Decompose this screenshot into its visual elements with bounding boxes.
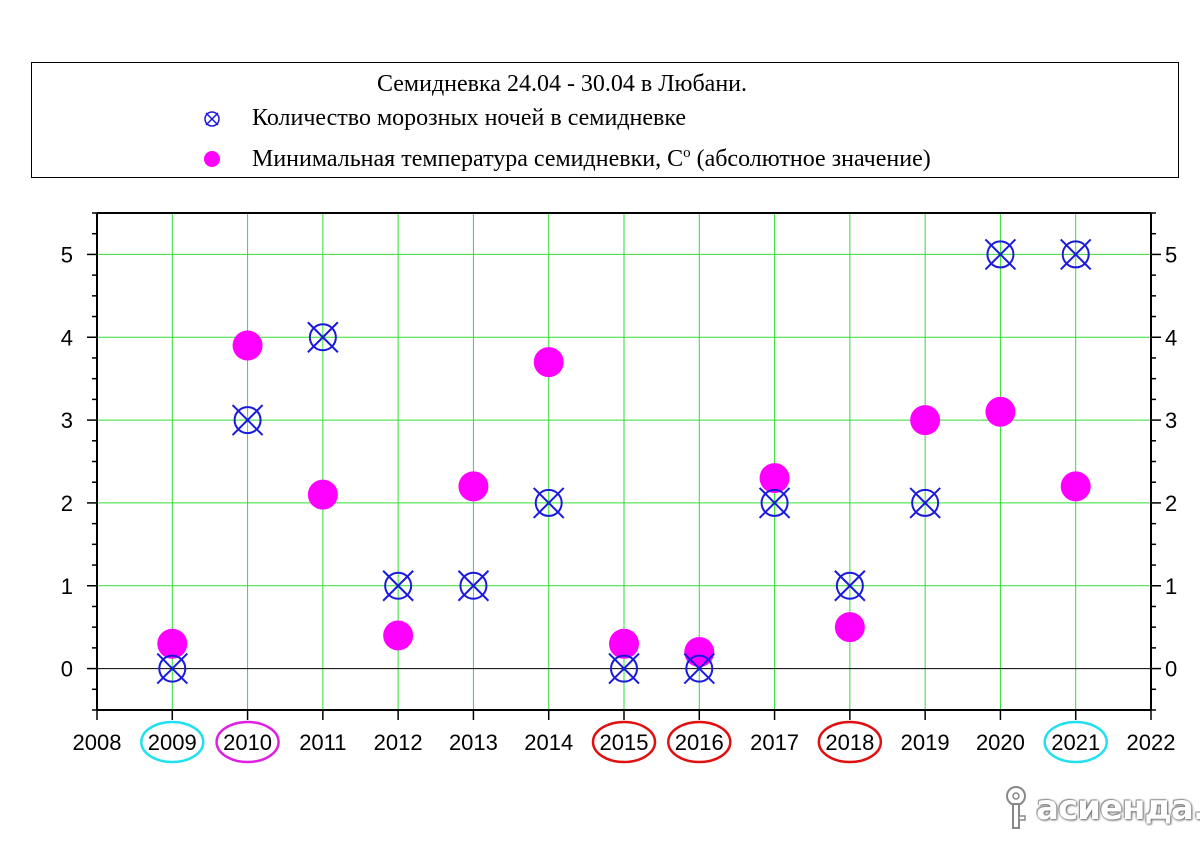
y-tick-label-left: 4 [61,325,73,350]
x-tick-label: 2016 [675,730,724,755]
x-tick-label: 2009 [148,730,197,755]
key-logo-icon [1006,786,1026,829]
frost-nights-point [608,652,640,685]
highlight-ellipse [817,720,883,764]
x-tick-label: 2021 [1051,730,1100,755]
highlight-ellipse [215,720,280,764]
x-tick-label: 2010 [223,730,272,755]
y-tick-label-left: 5 [61,242,73,267]
min-temp-point [759,463,790,494]
x-tick-label: 2019 [901,730,950,755]
x-tick-label: 2014 [524,730,573,755]
x-tick-label: 2008 [73,730,122,755]
y-tick-label-left: 3 [61,408,73,433]
highlight-ellipse [667,720,732,764]
frost-nights-point [156,652,188,685]
frost-nights-point [457,570,490,602]
min-temp-point [383,620,414,651]
highlight-ellipse [591,720,657,764]
min-temp-point [157,628,188,659]
legend-label-min-temp-main: Минимальная температура семидневки, С [252,146,684,172]
y-tick-label-left: 0 [61,657,73,682]
legend-box: Семидневка 24.04 - 30.04 в Любани. Колич… [31,62,1179,178]
y-tick-label-right: 1 [1165,574,1177,599]
frost-nights-point [834,570,866,602]
x-tick-label: 2012 [374,730,423,755]
frost-nights-point [533,487,565,519]
min-temp-point [985,396,1016,427]
x-tick-label: 2013 [449,730,498,755]
watermark-text: асиенда.ру [1036,788,1200,828]
min-temp-point [609,628,639,659]
filled-circle-marker-icon [204,151,220,167]
min-temp-point [834,612,865,643]
min-temp-point [533,347,564,378]
y-tick-label-right: 5 [1165,242,1177,267]
x-tick-label: 2017 [750,730,799,755]
x-tick-label: 2018 [825,730,874,755]
min-temp-point [684,637,715,668]
x-tick-label: 2015 [600,730,649,755]
highlight-ellipse [140,720,205,764]
min-temp-point [307,479,338,510]
legend-label-min-temp-tail: (абсолютное значение) [690,146,931,172]
min-temp-point [1060,471,1091,502]
y-tick-label-left: 2 [61,491,73,516]
frost-nights-point [909,487,941,519]
watermark: асиенда.ру [1000,784,1200,832]
frost-nights-point [984,238,1017,271]
frost-nights-point [231,404,264,436]
frost-nights-point [1060,238,1092,271]
y-tick-label-right: 3 [1165,408,1177,433]
x-tick-label: 2022 [1127,730,1176,755]
frost-nights-point [307,321,339,353]
min-temp-point [458,471,489,502]
legend-label-frost-nights: Количество морозных ночей в семидневке [252,105,687,131]
highlight-ellipse [1043,720,1108,764]
legend-label-min-temp-sup: o [683,145,691,161]
y-tick-label-right: 2 [1165,491,1177,516]
frost-nights-point [683,652,715,685]
x-tick-label: 2011 [299,730,346,755]
y-tick-label-left: 1 [61,574,73,599]
y-tick-label-right: 0 [1165,657,1177,682]
frost-nights-point [758,487,791,519]
x-tick-label: 2020 [976,730,1025,755]
circled-x-marker-icon [204,111,220,127]
min-temp-point [232,330,263,361]
chart-title: Семидневка 24.04 - 30.04 в Любани. [376,71,748,97]
y-tick-label-right: 4 [1165,325,1177,350]
legend-label-min-temp: Минимальная температура семидневки, Сo (… [252,145,931,173]
min-temp-point [910,405,941,436]
frost-nights-point [382,570,414,602]
